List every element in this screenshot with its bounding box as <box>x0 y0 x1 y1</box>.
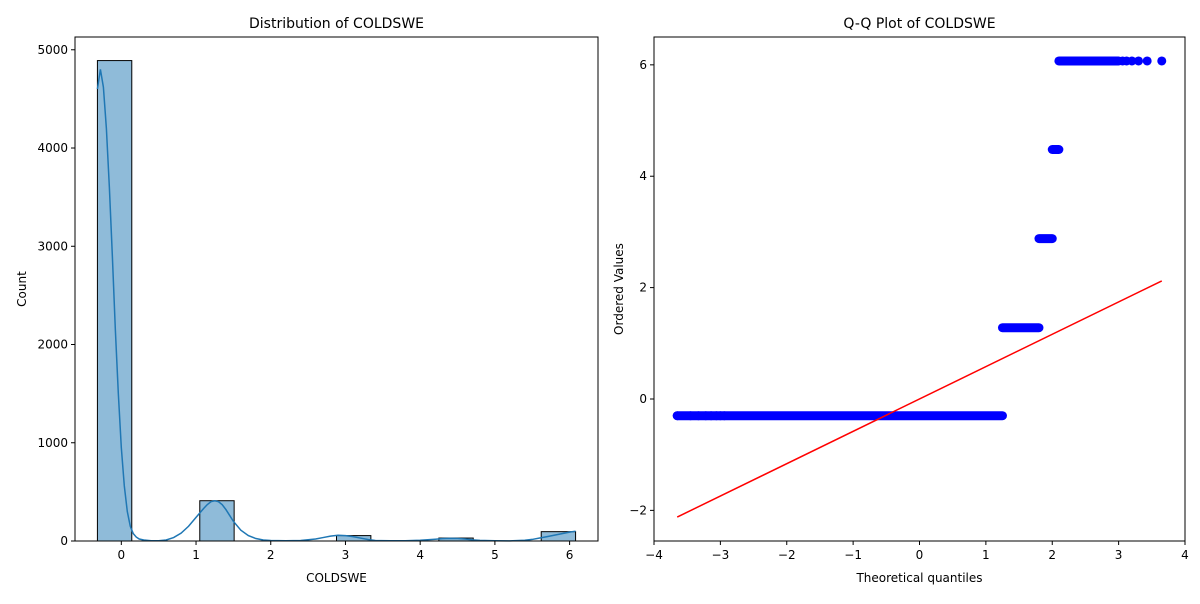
x-tick-label: 0 <box>118 548 126 562</box>
qq-plot-panel: −4 −3 −2 −1 0 1 2 3 4 −2 0 2 4 6 Q-Q Plot of COLDSWE… <box>612 16 1189 585</box>
x-tick-label: 1 <box>192 548 200 562</box>
qq-point <box>693 411 703 421</box>
qq-point <box>1134 56 1144 66</box>
x-tick-label: 1 <box>982 548 990 562</box>
qq-y-axis-label: Ordered Values <box>612 243 626 335</box>
qq-point <box>1157 56 1167 66</box>
y-tick-label: 2 <box>639 281 647 295</box>
x-tick-label: 6 <box>566 548 574 562</box>
x-tick-label: 3 <box>1115 548 1123 562</box>
qq-point <box>686 411 696 421</box>
qq-point <box>672 411 682 421</box>
qq-points <box>672 56 1167 421</box>
y-tick-label: 2000 <box>37 338 68 352</box>
x-tick-label: 4 <box>416 548 424 562</box>
y-tick-label: 6 <box>639 58 647 72</box>
histogram-x-ticks: 0 1 2 3 4 5 6 <box>118 541 574 562</box>
y-tick-label: −2 <box>629 503 647 517</box>
y-tick-label: 0 <box>60 534 68 548</box>
qq-y-ticks: −2 0 2 4 6 <box>629 58 654 517</box>
x-tick-label: 0 <box>916 548 924 562</box>
qq-point <box>1127 56 1137 66</box>
y-tick-label: 1000 <box>37 436 68 450</box>
histogram-x-axis-label: COLDSWE <box>306 571 367 585</box>
x-tick-label: 2 <box>267 548 275 562</box>
x-tick-label: 5 <box>491 548 499 562</box>
x-tick-label: −3 <box>712 548 730 562</box>
qq-point <box>1142 56 1152 66</box>
y-tick-label: 3000 <box>37 239 68 253</box>
qq-point <box>719 411 729 421</box>
qq-x-ticks: −4 −3 −2 −1 0 1 2 3 4 <box>645 541 1189 562</box>
y-tick-label: 0 <box>639 392 647 406</box>
histogram-bars <box>96 60 577 542</box>
x-tick-label: 3 <box>342 548 350 562</box>
qq-plot-title: Q-Q Plot of COLDSWE <box>843 16 995 32</box>
qq-x-axis-label: Theoretical quantiles <box>855 571 982 585</box>
y-tick-label: 4000 <box>37 141 68 155</box>
x-tick-label: −2 <box>778 548 796 562</box>
qq-reference-line <box>676 280 1163 518</box>
y-tick-label: 5000 <box>37 43 68 57</box>
histogram-y-axis-label: Count <box>15 271 29 307</box>
histogram-title: Distribution of COLDSWE <box>249 16 424 32</box>
x-tick-label: 4 <box>1181 548 1189 562</box>
kde-curve <box>96 69 576 542</box>
histogram-y-ticks: 0 1000 2000 3000 4000 5000 <box>37 43 75 548</box>
x-tick-label: 2 <box>1048 548 1056 562</box>
histogram-axes-frame <box>74 36 599 542</box>
x-tick-label: −4 <box>645 548 663 562</box>
x-tick-label: −1 <box>844 548 862 562</box>
histogram-panel: 0 1 2 3 4 5 6 0 1000 2000 3000 4000 5000 Distributi… <box>15 16 599 585</box>
y-tick-label: 4 <box>639 169 647 183</box>
